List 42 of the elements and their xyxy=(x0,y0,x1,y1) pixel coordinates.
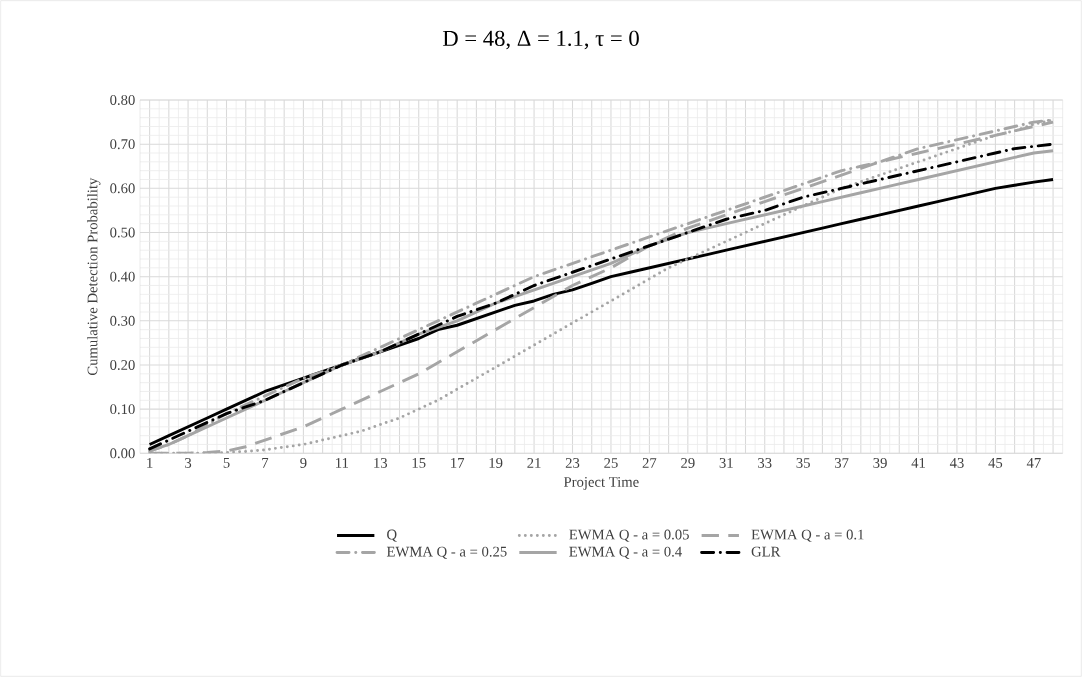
x-tick-label: 43 xyxy=(949,458,964,468)
y-tick-label: 0.10 xyxy=(110,404,135,415)
x-tick-label: 17 xyxy=(451,458,465,468)
legend-label: EWMA Q - a = 0.25 xyxy=(386,546,507,559)
x-tick-label: 41 xyxy=(911,458,925,468)
x-tick-label: 31 xyxy=(719,458,733,468)
y-tick-label: 0.00 xyxy=(110,448,135,459)
y-tick-label: 0.80 xyxy=(110,95,135,105)
x-tick-label: 21 xyxy=(527,458,541,468)
x-tick-label: 5 xyxy=(223,458,230,468)
x-tick-label: 35 xyxy=(796,458,810,468)
x-tick-label: 33 xyxy=(758,458,772,468)
x-tick-label: 11 xyxy=(336,458,349,468)
y-tick-label: 0.40 xyxy=(110,271,135,282)
x-tick-label: 23 xyxy=(565,458,580,468)
x-tick-label: 27 xyxy=(642,458,657,468)
x-tick-label: 1 xyxy=(147,458,153,468)
x-tick-label: 25 xyxy=(604,458,618,468)
x-tick-label: 45 xyxy=(988,458,1003,468)
legend-label: EWMA Q - a = 0.1 xyxy=(751,529,864,542)
legend-label: EWMA Q - a = 0.05 xyxy=(569,529,689,542)
x-tick-label: 7 xyxy=(262,458,269,468)
legend-label: EWMA Q - a = 0.4 xyxy=(569,546,682,559)
y-tick-label: 0.70 xyxy=(110,139,135,150)
legend-label: GLR xyxy=(751,546,781,557)
x-tick-label: 3 xyxy=(185,458,192,468)
y-tick-label: 0.20 xyxy=(110,360,135,370)
x-tick-label: 29 xyxy=(681,458,695,468)
y-tick-label: 0.60 xyxy=(110,183,135,194)
x-tick-label: 15 xyxy=(412,458,426,468)
x-axis-title: Project Time xyxy=(563,477,639,490)
y-axis-title: Cumulative Detection Probability xyxy=(87,177,101,376)
x-tick-label: 13 xyxy=(374,458,388,468)
x-tick-label: 47 xyxy=(1026,458,1041,468)
y-tick-label: 0.50 xyxy=(110,227,135,238)
y-tick-label: 0.30 xyxy=(110,315,135,326)
x-tick-label: 39 xyxy=(873,458,887,468)
x-tick-label: 19 xyxy=(489,458,503,468)
chart-title: D = 48, Δ = 1.1, τ = 0 xyxy=(442,30,639,50)
x-tick-label: 9 xyxy=(300,458,307,468)
x-tick-label: 37 xyxy=(834,458,849,468)
legend-label: Q xyxy=(387,529,397,542)
